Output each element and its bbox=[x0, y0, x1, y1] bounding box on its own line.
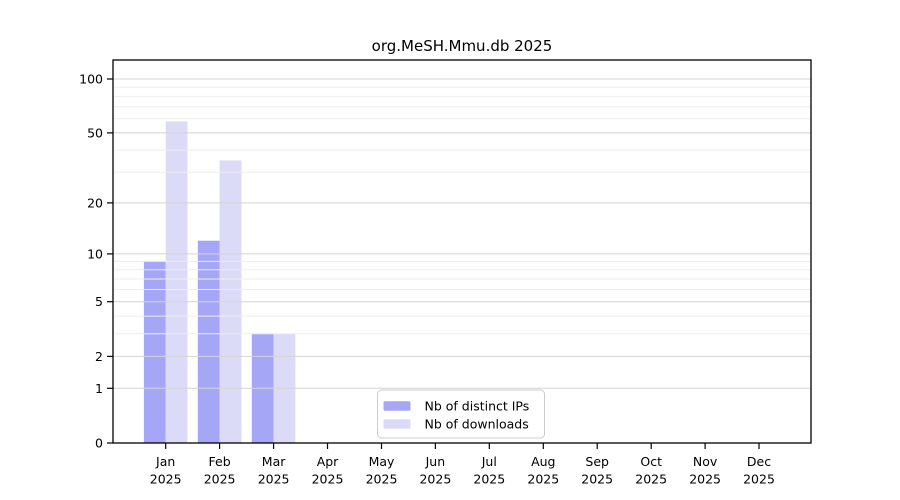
y-tick-label: 100 bbox=[79, 72, 103, 87]
x-tick-label-month: Nov bbox=[693, 454, 718, 469]
x-tick-label-month: Apr bbox=[317, 454, 339, 469]
plot-border bbox=[112, 59, 812, 444]
legend-label-distinct-ips: Nb of distinct IPs bbox=[425, 398, 530, 413]
gridlines-group bbox=[113, 78, 811, 389]
x-tick-label-month: Jan bbox=[155, 454, 175, 469]
y-tick-label: 20 bbox=[87, 195, 103, 210]
y-tick-label: 0 bbox=[95, 436, 103, 451]
x-tick-label-year: 2025 bbox=[689, 472, 721, 487]
x-tick-label-year: 2025 bbox=[527, 472, 559, 487]
y-tick-label: 10 bbox=[87, 246, 103, 261]
x-tick-label-year: 2025 bbox=[473, 472, 505, 487]
x-tick-label-month: Jul bbox=[481, 454, 497, 469]
legend-label-downloads: Nb of downloads bbox=[425, 416, 529, 431]
x-tick-label-year: 2025 bbox=[419, 472, 451, 487]
x-tick-label-month: Feb bbox=[209, 454, 231, 469]
x-tick-label-month: Jun bbox=[425, 454, 446, 469]
legend: Nb of distinct IPs Nb of downloads bbox=[377, 389, 545, 439]
x-tick-label-year: 2025 bbox=[581, 472, 613, 487]
x-tick-label-year: 2025 bbox=[204, 472, 236, 487]
legend-swatch-distinct-ips bbox=[383, 401, 411, 411]
bar-distinct-ips-feb bbox=[197, 240, 220, 443]
legend-box bbox=[377, 389, 545, 439]
legend-swatch-downloads bbox=[383, 419, 411, 429]
bars-group bbox=[143, 121, 296, 444]
y-tick-label: 5 bbox=[95, 294, 103, 309]
x-tick-label-month: Sep bbox=[585, 454, 609, 469]
y-axis: 0 1 2 5 10 20 50 100 bbox=[79, 72, 113, 451]
x-tick-label-year: 2025 bbox=[258, 472, 290, 487]
x-tick-label-month: Oct bbox=[640, 454, 662, 469]
x-tick-label-month: May bbox=[369, 454, 395, 469]
y-tick-label: 1 bbox=[95, 381, 103, 396]
x-tick-label-year: 2025 bbox=[366, 472, 398, 487]
chart-title: org.MeSH.Mmu.db 2025 bbox=[372, 37, 553, 55]
x-tick-label-year: 2025 bbox=[150, 472, 182, 487]
x-axis: Jan 2025 Feb 2025 Mar 2025 Apr 2025 May 2025 Jun 20… bbox=[150, 443, 775, 487]
x-tick-label-year: 2025 bbox=[635, 472, 667, 487]
bar-downloads-jan bbox=[165, 121, 188, 444]
x-tick-label-month: Aug bbox=[531, 454, 555, 469]
bar-distinct-ips-jan bbox=[143, 261, 166, 443]
y-tick-label: 50 bbox=[87, 125, 103, 140]
y-tick-label: 2 bbox=[95, 349, 103, 364]
x-tick-label-month: Dec bbox=[747, 454, 771, 469]
x-tick-label-year: 2025 bbox=[743, 472, 775, 487]
x-tick-label-month: Mar bbox=[262, 454, 286, 469]
x-tick-label-year: 2025 bbox=[312, 472, 344, 487]
